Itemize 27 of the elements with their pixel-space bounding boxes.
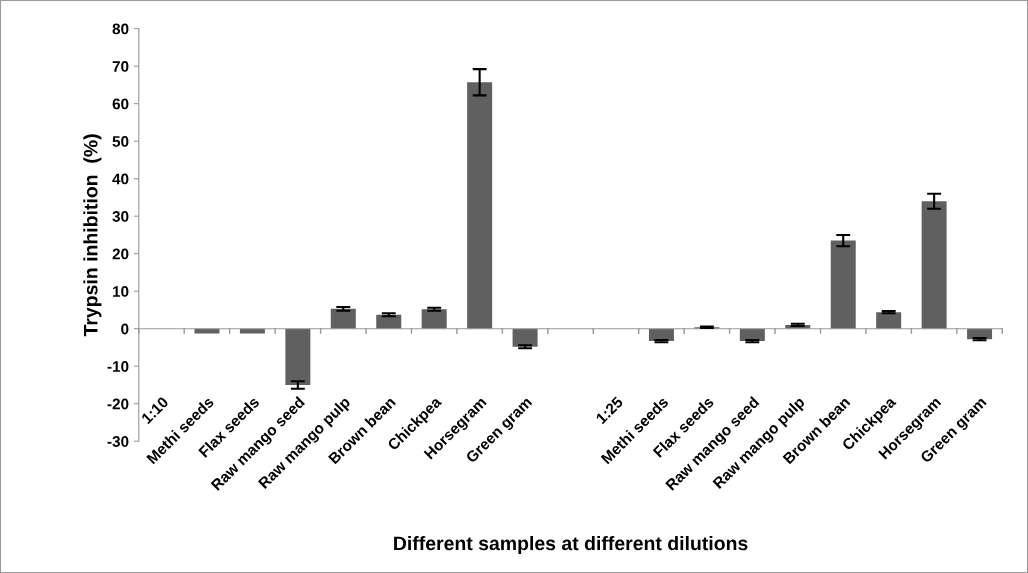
bar <box>648 328 674 342</box>
bar <box>876 312 902 329</box>
y-tick-label: 80 <box>112 23 129 35</box>
bar <box>739 328 765 342</box>
bar <box>421 309 447 329</box>
bar <box>376 314 402 329</box>
bar <box>830 240 856 329</box>
bar <box>239 328 265 334</box>
y-tick-label: 70 <box>112 61 129 72</box>
bar <box>921 201 947 329</box>
y-tick-label: 20 <box>112 248 129 260</box>
x-axis-title: Different samples at different dilutions <box>394 535 748 555</box>
y-tick-label: -10 <box>107 361 129 372</box>
bar <box>285 328 311 385</box>
y-tick-label: -30 <box>107 436 129 447</box>
y-axis-title: Trypsin inhibition (%) <box>83 134 102 337</box>
bar <box>467 82 493 329</box>
bar <box>194 328 220 334</box>
y-tick-label: 30 <box>112 211 129 222</box>
y-tick-label: 10 <box>113 286 129 297</box>
y-tick-label: 0 <box>121 323 129 335</box>
y-tick-label: 50 <box>112 136 129 147</box>
bar <box>512 328 538 347</box>
y-tick-label: -20 <box>107 398 129 410</box>
y-tick-label: 40 <box>112 173 129 185</box>
y-tick-label: 60 <box>112 98 129 110</box>
bar <box>330 308 356 329</box>
